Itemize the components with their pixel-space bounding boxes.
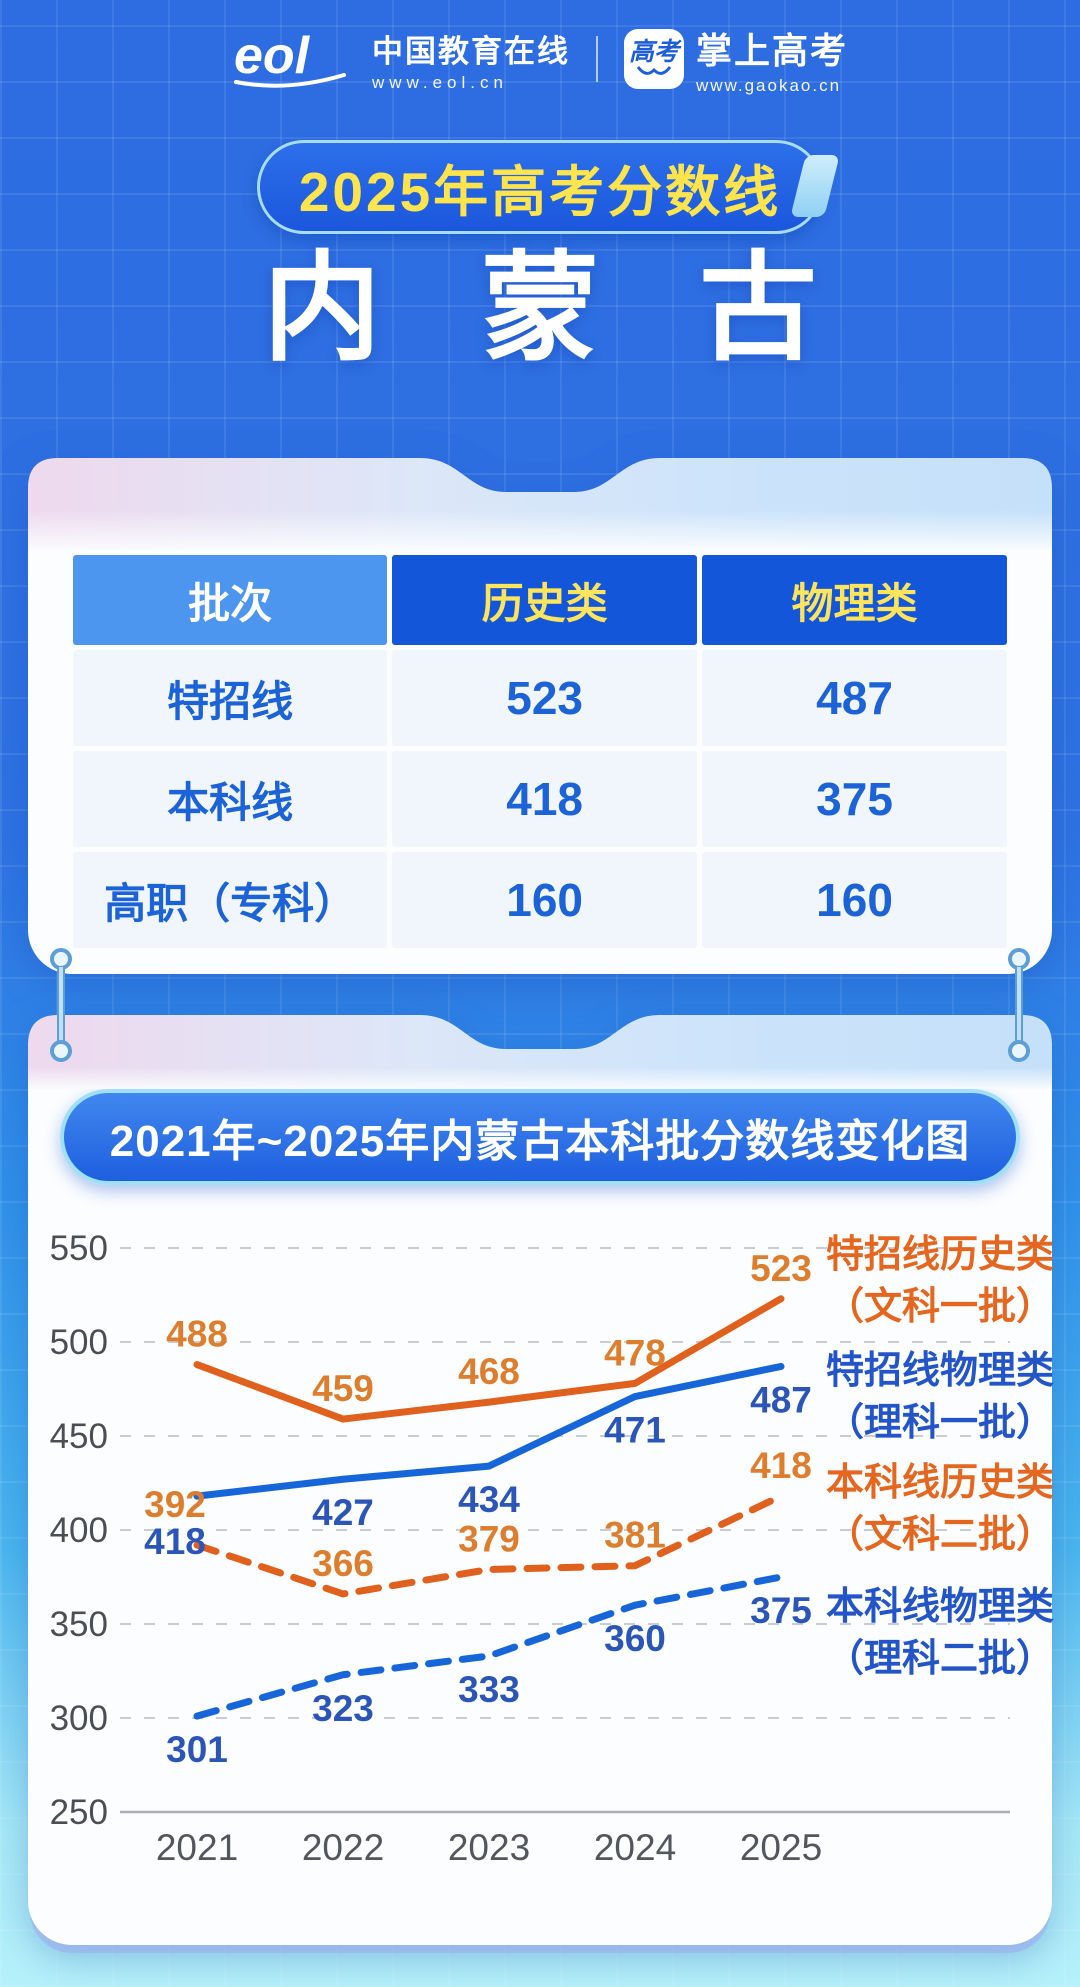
history-score: 160 xyxy=(392,852,698,948)
svg-text:300: 300 xyxy=(50,1699,108,1738)
batch-label: 特招线 xyxy=(73,650,388,746)
svg-text:500: 500 xyxy=(50,1323,108,1362)
column-header-history: 历史类 xyxy=(392,555,698,645)
gaokao-badge-icon: 高考 xyxy=(623,29,684,89)
card-top-notch xyxy=(28,1015,1052,1067)
brand-gaokao-name: 掌上高考 xyxy=(695,30,848,71)
svg-text:418: 418 xyxy=(144,1521,206,1562)
svg-text:487: 487 xyxy=(750,1379,812,1420)
svg-text:2021: 2021 xyxy=(156,1827,238,1868)
physics-score: 375 xyxy=(702,751,1007,847)
svg-text:2025: 2025 xyxy=(740,1827,822,1868)
brand-eol-name: 中国教育在线 xyxy=(371,33,570,69)
column-header-batch: 批次 xyxy=(73,555,388,645)
svg-text:488: 488 xyxy=(166,1314,228,1355)
brand-eol: eol 中国教育在线 www.eol.cn xyxy=(232,26,570,93)
svg-text:379: 379 xyxy=(458,1518,520,1559)
svg-text:2022: 2022 xyxy=(302,1827,384,1868)
svg-text:450: 450 xyxy=(50,1417,108,1456)
eol-logo-icon: eol xyxy=(233,29,346,88)
svg-text:2023: 2023 xyxy=(448,1827,530,1868)
svg-text:478: 478 xyxy=(604,1332,666,1373)
svg-text:250: 250 xyxy=(50,1793,108,1832)
table-row: 本科线 418 375 xyxy=(73,751,1007,847)
svg-text:366: 366 xyxy=(312,1543,374,1584)
brand-gaokao: 高考 掌上高考 www.gaokao.cn xyxy=(623,22,848,96)
table-row: 高职（专科） 160 160 xyxy=(73,852,1007,948)
physics-score: 160 xyxy=(702,852,1007,948)
chain-link-icon xyxy=(50,948,72,1062)
column-header-physics: 物理类 xyxy=(702,555,1007,645)
svg-text:350: 350 xyxy=(50,1605,108,1644)
open-book-icon xyxy=(636,66,672,75)
svg-text:418: 418 xyxy=(750,1445,812,1486)
svg-text:400: 400 xyxy=(50,1511,108,1550)
svg-text:471: 471 xyxy=(604,1410,666,1451)
year-banner-text: 2025年高考分数线 xyxy=(298,161,782,223)
card-gradient-strip xyxy=(28,510,1052,550)
svg-text:2024: 2024 xyxy=(594,1827,676,1868)
svg-text:360: 360 xyxy=(604,1618,666,1659)
svg-text:550: 550 xyxy=(50,1229,108,1268)
svg-text:333: 333 xyxy=(458,1669,520,1710)
svg-text:323: 323 xyxy=(312,1688,374,1729)
chart-canvas: 550 500 450 400 350 300 250 2021 2022 2023 2024 202… xyxy=(50,1229,1010,1868)
batch-label: 本科线 xyxy=(73,751,388,847)
province-title: 内蒙古 xyxy=(262,243,917,375)
table-row: 特招线 523 487 xyxy=(73,650,1007,746)
table-header-row: 批次 历史类 物理类 xyxy=(73,555,1007,645)
history-score: 418 xyxy=(392,751,698,847)
card-gradient-strip xyxy=(28,1067,1052,1089)
chart-card: 2021年~2025年内蒙古本科批分数线变化图 550 500 450 400 350 3… xyxy=(28,997,1054,1945)
header: eol 中国教育在线 www.eol.cn 高考 掌上高考 www.gaokao… xyxy=(0,22,1080,96)
physics-score: 487 xyxy=(702,650,1007,746)
scores-line-chart: 550 500 450 400 350 300 250 2021 2022 2023 2024 202… xyxy=(28,1199,1054,1899)
score-table: 批次 历史类 物理类 特招线 523 487 本科线 418 375 xyxy=(68,550,1012,953)
brand-eol-url: www.eol.cn xyxy=(371,72,508,92)
svg-text:427: 427 xyxy=(312,1492,374,1533)
header-divider xyxy=(595,36,598,82)
brand-gaokao-url: www.gaokao.cn xyxy=(695,76,842,95)
score-card: 批次 历史类 物理类 特招线 523 487 本科线 418 375 xyxy=(28,440,1052,974)
svg-text:381: 381 xyxy=(604,1515,666,1556)
history-score: 523 xyxy=(392,650,698,746)
year-banner: 2025年高考分数线 xyxy=(257,140,823,234)
card-top-notch xyxy=(28,458,1052,510)
chart-title: 2021年~2025年内蒙古本科批分数线变化图 xyxy=(60,1089,1020,1185)
svg-text:468: 468 xyxy=(458,1351,520,1392)
svg-text:434: 434 xyxy=(458,1479,520,1520)
svg-text:523: 523 xyxy=(750,1248,812,1289)
chain-link-icon xyxy=(1008,948,1030,1062)
svg-text:eol: eol xyxy=(234,29,311,85)
svg-text:459: 459 xyxy=(312,1368,374,1409)
batch-label: 高职（专科） xyxy=(73,852,388,948)
svg-text:375: 375 xyxy=(750,1590,812,1631)
svg-text:392: 392 xyxy=(144,1484,206,1525)
svg-text:301: 301 xyxy=(166,1729,228,1770)
